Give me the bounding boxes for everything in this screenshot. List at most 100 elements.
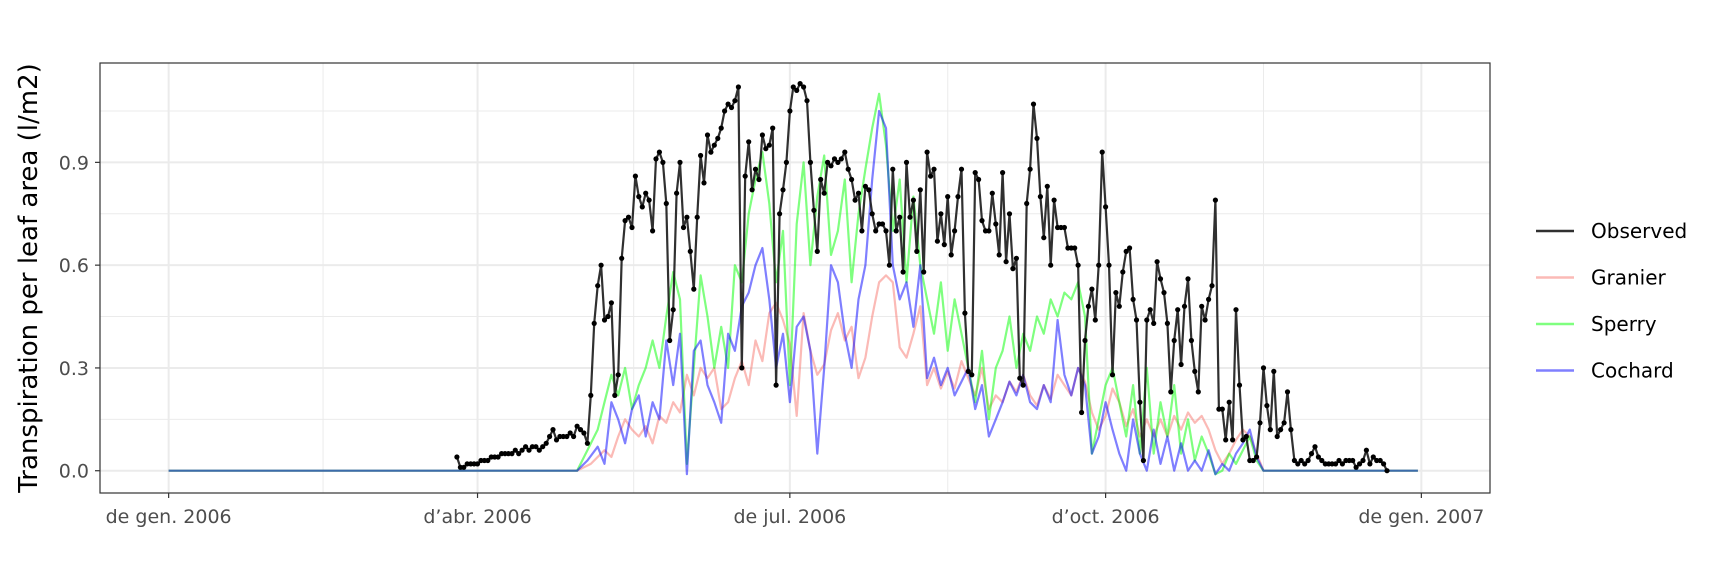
observed-point [1230, 437, 1236, 443]
observed-point [660, 159, 666, 165]
observed-point [893, 228, 899, 234]
observed-point [766, 142, 772, 148]
observed-point [903, 159, 910, 165]
x-axis-ticks: de gen. 2006 d’abr. 2006 de jul. 2006 d’oct… [106, 493, 1484, 528]
observed-point [1020, 382, 1026, 388]
observed-point [650, 228, 656, 234]
observed-point [1274, 433, 1280, 440]
observed-point [1082, 337, 1088, 344]
legend: Observed Granier Sperry Cochard [1536, 219, 1687, 383]
observed-point [859, 228, 865, 234]
observed-point [1030, 101, 1037, 107]
observed-point [900, 269, 906, 275]
observed-point [622, 218, 628, 224]
observed-point [1226, 399, 1232, 405]
observed-point [1079, 409, 1085, 416]
observed-point [722, 108, 728, 114]
observed-point [732, 98, 738, 104]
observed-point [608, 300, 615, 306]
gridlines [100, 63, 1490, 493]
observed-point [547, 433, 553, 440]
observed-point [1140, 457, 1146, 464]
observed-point [790, 84, 796, 90]
observed-point [938, 211, 944, 217]
observed-point [1315, 454, 1321, 460]
observed-point [746, 139, 752, 145]
observed-point [869, 211, 875, 217]
observed-point [759, 132, 766, 138]
observed-point [728, 104, 735, 111]
observed-point [814, 248, 820, 254]
observed-point [1034, 135, 1040, 141]
observed-point [1089, 286, 1095, 292]
observed-point [1168, 389, 1174, 395]
observed-point [1202, 317, 1208, 323]
observed-point [818, 176, 824, 183]
series-lines [168, 82, 1418, 476]
observed-point [1096, 262, 1102, 268]
observed-point [1302, 461, 1308, 467]
observed-point [924, 149, 930, 155]
observed-point [543, 440, 549, 446]
observed-point [1048, 262, 1054, 268]
observed-point [629, 224, 635, 231]
observed-point [794, 87, 800, 93]
observed-point [684, 214, 690, 220]
observed-point [1000, 170, 1006, 176]
observed-point [1236, 382, 1243, 388]
observed-point [804, 98, 810, 104]
observed-point [1006, 211, 1013, 217]
observed-point [1367, 461, 1373, 467]
observed-point [526, 447, 532, 453]
y-tick-label: 0.0 [59, 461, 89, 483]
observed-point [1099, 149, 1105, 155]
observed-point [1353, 464, 1359, 470]
observed-point [1257, 420, 1263, 426]
observed-point [577, 427, 584, 433]
observed-point [958, 166, 965, 172]
observed-point [454, 454, 460, 460]
observed-point [1164, 320, 1170, 326]
observed-point [598, 262, 604, 268]
y-axis-title: Transpiration per leaf area (l/m2) [14, 63, 44, 494]
observed-point [1003, 259, 1009, 265]
x-tick-label: d’oct. 2006 [1052, 506, 1160, 528]
observed-point [749, 187, 755, 193]
observed-point [687, 248, 693, 254]
observed-point [1157, 276, 1164, 282]
observed-point [1130, 296, 1136, 302]
observed-point [1319, 457, 1325, 464]
observed-point [1206, 296, 1212, 302]
observed-point [550, 427, 556, 433]
observed-point [1305, 457, 1311, 464]
observed-point [670, 307, 676, 313]
observed-point [1010, 266, 1016, 272]
observed-point [516, 451, 522, 457]
observed-point [735, 84, 742, 90]
observed-point [917, 187, 923, 193]
observed-point [567, 430, 573, 436]
observed-point [701, 180, 707, 186]
observed-point [1339, 461, 1345, 467]
observed-point [842, 149, 848, 155]
observed-point [1298, 457, 1304, 464]
observed-point [862, 183, 869, 189]
observed-point [536, 447, 542, 453]
observed-point [952, 228, 958, 234]
observed-point [1271, 368, 1277, 374]
observed-point [801, 84, 807, 90]
observed-point [653, 156, 659, 162]
observed-point [976, 176, 982, 183]
x-tick-label: de gen. 2007 [1358, 506, 1484, 528]
y-tick-label: 0.6 [59, 255, 89, 277]
observed-point [1116, 303, 1122, 309]
observed-point [1209, 283, 1215, 289]
observed-point [1336, 457, 1342, 464]
observed-point [825, 159, 831, 165]
observed-point [694, 214, 700, 220]
observed-point [1085, 303, 1091, 309]
observed-point [1264, 403, 1270, 409]
observed-point [756, 176, 762, 183]
observed-points [454, 81, 1390, 474]
